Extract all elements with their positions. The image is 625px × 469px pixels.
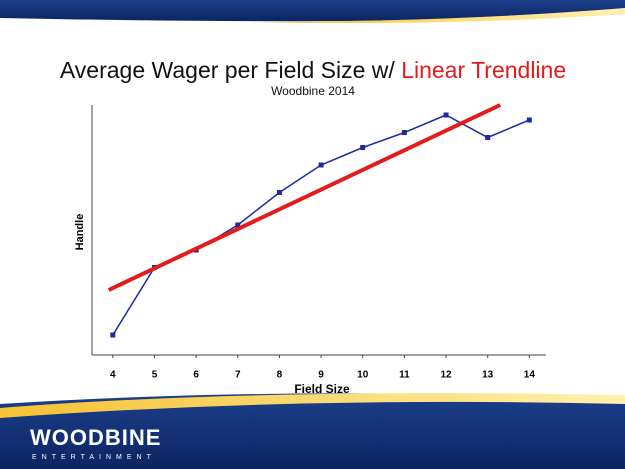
y-axis-label: Handle: [74, 214, 86, 251]
chart-subtitle: Woodbine 2014: [271, 84, 355, 98]
point: [276, 190, 282, 195]
logo-tagline: ENTERTAINMENT: [32, 454, 156, 461]
x-tick-label: 11: [399, 370, 410, 381]
top-swoosh: [250, 8, 625, 23]
point: [443, 112, 449, 118]
point: [485, 135, 491, 140]
point: [526, 117, 532, 123]
title-highlight: Linear Trendline: [401, 57, 566, 83]
x-tick-label: 14: [524, 370, 536, 381]
x-tick-label: 7: [235, 370, 241, 381]
point: [318, 162, 324, 168]
x-tick-label: 5: [152, 370, 158, 381]
x-tick-label: 10: [357, 370, 369, 381]
x-tick-label: 13: [482, 370, 494, 381]
bottom-swoosh: [0, 393, 625, 418]
top-band: [0, 0, 625, 22]
x-tick-label: 9: [318, 370, 324, 381]
x-tick-label: 6: [193, 370, 199, 381]
point: [235, 222, 241, 228]
point: [360, 145, 366, 150]
title-text: Average Wager per Field Size w/: [60, 57, 401, 83]
point: [401, 130, 407, 135]
x-tick-label: 8: [277, 370, 283, 381]
logo-name: WOODBINE: [30, 425, 161, 450]
x-tick-label: 4: [110, 370, 116, 381]
point: [110, 332, 116, 338]
x-axis-label: Field Size: [294, 382, 350, 396]
bottom-band: [0, 393, 625, 469]
chart-title: Average Wager per Field Size w/ Linear T…: [60, 57, 566, 83]
x-tick-label: 12: [440, 370, 452, 381]
trendline: [107, 103, 502, 292]
